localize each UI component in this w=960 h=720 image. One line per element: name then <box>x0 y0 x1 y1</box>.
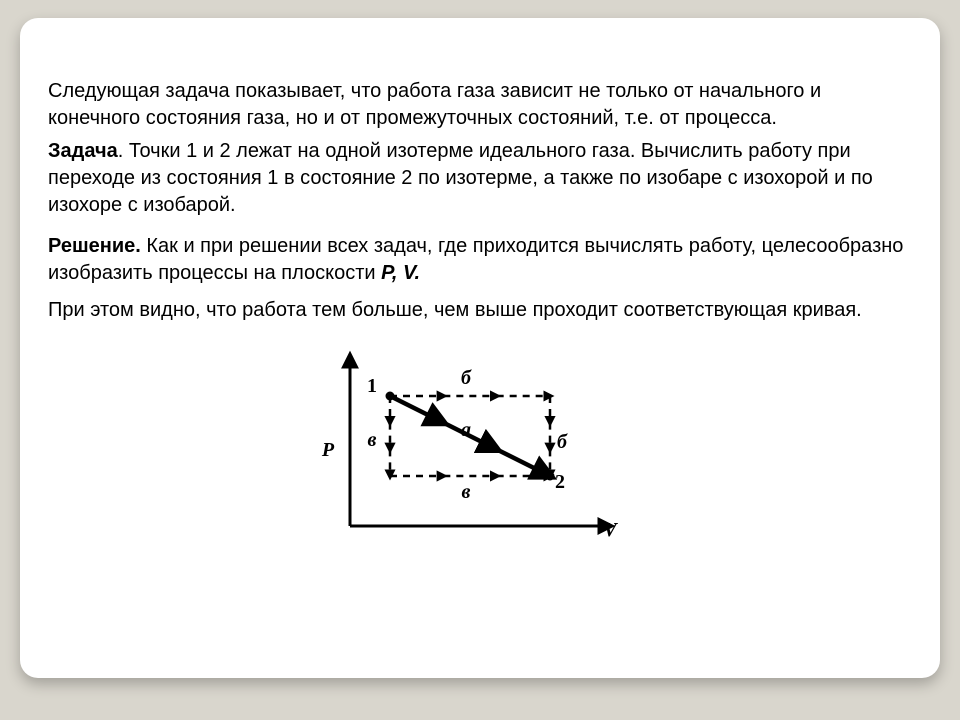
svg-text:в: в <box>462 481 471 503</box>
svg-text:б: б <box>557 431 568 453</box>
solution-body: Как и при решении всех задач, где приход… <box>48 235 903 284</box>
solution-paragraph: Решение. Как и при решении всех задач, г… <box>48 233 912 287</box>
observation-paragraph: При этом видно, что работа тем больше, ч… <box>48 297 912 324</box>
svg-text:P: P <box>321 439 335 461</box>
problem-body: . Точки 1 и 2 лежат на одной изотерме ид… <box>48 140 873 216</box>
intro-paragraph: Следующая задача показывает, что работа … <box>48 78 912 132</box>
svg-text:в: в <box>368 429 377 451</box>
svg-text:1: 1 <box>367 375 377 397</box>
svg-text:2: 2 <box>555 471 565 493</box>
problem-label: Задача <box>48 140 118 162</box>
svg-text:V: V <box>603 519 618 541</box>
axes-label: P, V. <box>381 262 420 284</box>
svg-text:а: а <box>461 419 471 441</box>
svg-text:б: б <box>461 367 472 389</box>
content-card: Следующая задача показывает, что работа … <box>20 18 940 678</box>
problem-paragraph: Задача. Точки 1 и 2 лежат на одной изоте… <box>48 138 912 219</box>
solution-label: Решение. <box>48 235 141 257</box>
pv-diagram: P V 1 2 б б в в а <box>48 336 912 561</box>
page-background: Следующая задача показывает, что работа … <box>0 0 960 720</box>
